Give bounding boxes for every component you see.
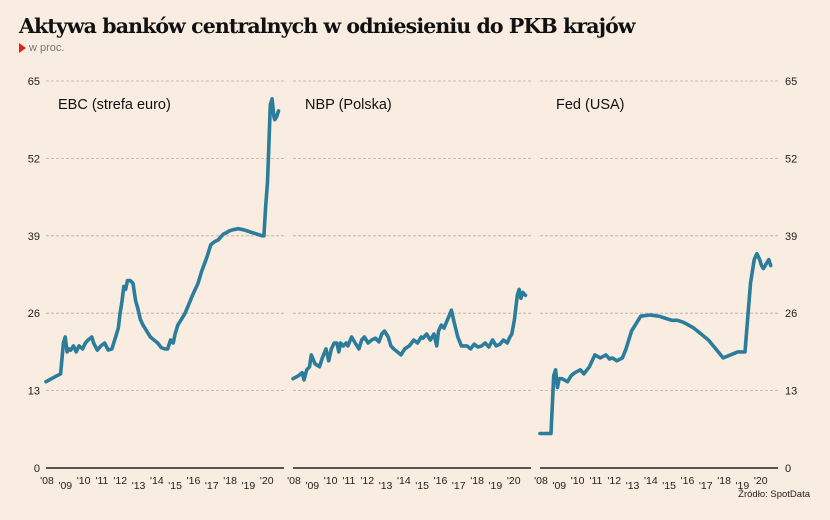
ebc-x-tick-label: '10 [77, 475, 91, 487]
nbp-x-tick-label: '16 [434, 475, 448, 487]
ebc-x-tick-label: '09 [58, 480, 72, 492]
fed-x-tick-label: '11 [589, 475, 602, 487]
fed-x-tick-label: '17 [699, 480, 713, 492]
fed-x-tick-label: '13 [626, 480, 640, 492]
fed-y-tick-label: 52 [785, 153, 797, 165]
nbp-x-tick-label: '15 [415, 480, 429, 492]
nbp-x-tick-label: '12 [360, 475, 374, 487]
ebc-y-tick-label: 0 [34, 463, 40, 475]
ebc-y-tick-label: 65 [28, 76, 40, 88]
nbp-x-tick-label: '13 [379, 480, 393, 492]
ebc-y-tick-label: 13 [28, 386, 40, 398]
fed-x-tick-label: '08 [534, 475, 548, 487]
fed-x-tick-label: '12 [607, 475, 621, 487]
fed-series-line [538, 251, 773, 436]
ebc-y-tick-label: 26 [28, 308, 40, 320]
nbp-x-tick-label: '14 [397, 475, 411, 487]
fed-x-tick-label: '16 [681, 475, 695, 487]
nbp-x-tick-label: '10 [324, 475, 338, 487]
ebc-y-tick-label: 52 [28, 153, 40, 165]
red-triangle-icon [19, 43, 26, 53]
ebc-x-tick-label: '13 [132, 480, 146, 492]
fed-x-tick-label: '09 [552, 480, 566, 492]
nbp-x-tick-label: '11 [342, 475, 355, 487]
ebc-x-tick-label: '11 [95, 475, 108, 487]
unit-label: w proc. [29, 42, 65, 54]
nbp-x-tick-label: '09 [305, 480, 319, 492]
ebc-x-tick-label: '08 [40, 475, 54, 487]
fed-x-tick-label: '15 [662, 480, 676, 492]
ebc-x-tick-label: '12 [113, 475, 127, 487]
ebc-x-tick-label: '15 [168, 480, 182, 492]
nbp-panel-title: NBP (Polska) [305, 97, 392, 113]
ebc-panel-title: EBC (strefa euro) [58, 97, 171, 113]
chart-title: Aktywa banków centralnych w odniesieniu … [19, 14, 636, 38]
nbp-series-line [291, 287, 528, 382]
fed-x-tick-label: '20 [754, 475, 768, 487]
ebc-x-tick-label: '17 [205, 480, 219, 492]
ebc-x-tick-label: '19 [242, 480, 256, 492]
fed-y-tick-label: 65 [785, 76, 797, 88]
fed-x-tick-label: '10 [571, 475, 585, 487]
ebc-x-tick-label: '16 [187, 475, 201, 487]
fed-y-tick-label: 26 [785, 308, 797, 320]
fed-x-tick-label: '18 [717, 475, 731, 487]
ebc-x-tick-label: '18 [223, 475, 237, 487]
fed-y-tick-label: 0 [785, 463, 791, 475]
fed-panel-title: Fed (USA) [556, 97, 625, 113]
ebc-y-tick-label: 39 [28, 231, 40, 243]
nbp-x-tick-label: '08 [287, 475, 301, 487]
source-note: Źródło: SpotData [738, 489, 810, 500]
nbp-x-tick-label: '19 [489, 480, 503, 492]
nbp-x-tick-label: '17 [452, 480, 466, 492]
nbp-x-tick-label: '18 [470, 475, 484, 487]
fed-y-tick-label: 39 [785, 231, 797, 243]
fed-y-tick-label: 13 [785, 386, 797, 398]
ebc-x-tick-label: '20 [260, 475, 274, 487]
fed-x-tick-label: '19 [736, 480, 750, 492]
nbp-x-tick-label: '20 [507, 475, 521, 487]
chart-subtitle: w proc. [19, 42, 64, 54]
ebc-series-line [44, 97, 281, 384]
fed-x-tick-label: '14 [644, 475, 658, 487]
ebc-x-tick-label: '14 [150, 475, 164, 487]
